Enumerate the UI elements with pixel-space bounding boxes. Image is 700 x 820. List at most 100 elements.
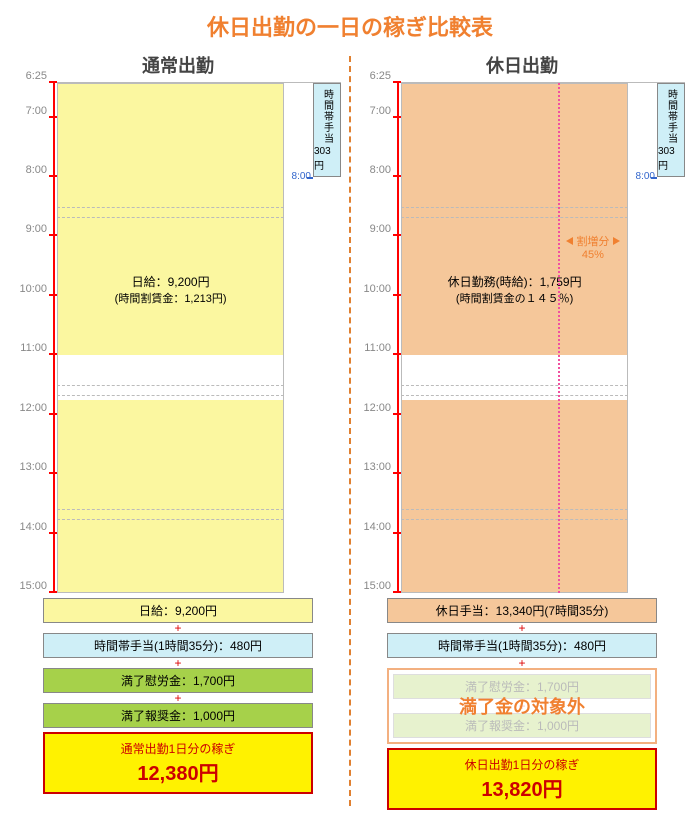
plus-icon: +: [387, 658, 657, 668]
summary-row: 時間帯手当(1時間35分)：480円: [43, 633, 313, 658]
tick-label: 10:00: [363, 283, 391, 295]
tick-mark: [393, 532, 401, 534]
total-label: 休日出勤1日分の稼ぎ: [395, 756, 649, 773]
tick-mark: [393, 294, 401, 296]
summary-row: 満了慰労金：1,700円: [43, 668, 313, 693]
allowance-tick: [651, 177, 657, 179]
page: 休日出勤の一日の稼ぎ比較表 通常出勤 6:25 7:00 8:00 9:00 10:00…: [0, 0, 700, 820]
tick-label: 13:00: [363, 461, 391, 473]
tick-label: 8:00: [370, 164, 391, 176]
dashed-line: [57, 509, 284, 510]
tick-mark: [49, 116, 57, 118]
left-column: 通常出勤 6:257:008:009:0010:0011:0012:0013:0…: [15, 52, 341, 810]
allowance-box: 時間帯手当303円: [313, 83, 341, 177]
tick-mark: [393, 116, 401, 118]
dashed-line: [401, 519, 628, 520]
tick-label: 13:00: [19, 461, 47, 473]
allowance-label: 時間帯手当: [664, 89, 679, 144]
tick-mark: [49, 175, 57, 177]
dashed-line: [57, 207, 284, 208]
allowance-amount: 303円: [658, 146, 684, 172]
total-label: 通常出勤1日分の稼ぎ: [51, 740, 305, 757]
left-summary: 日給：9,200円+時間帯手当(1時間35分)：480円+満了慰労金：1,700…: [43, 598, 313, 794]
tick-mark: [393, 234, 401, 236]
left-axis: 6:257:008:009:0010:0011:0012:0013:0014:0…: [15, 82, 55, 592]
main-block-line1: 休日勤務(時給)：1,759円: [402, 273, 627, 290]
tick-mark: [393, 81, 401, 83]
tick-mark: [49, 294, 57, 296]
tick-mark: [393, 413, 401, 415]
excluded-box: 満了慰労金：1,700円+満了報奨金：1,000円満了金の対象外: [387, 668, 657, 744]
dashed-line: [57, 217, 284, 218]
page-title: 休日出勤の一日の稼ぎ比較表: [15, 10, 685, 42]
tick-label: 14:00: [363, 521, 391, 533]
tick-mark: [49, 532, 57, 534]
tick-label: 6:25: [370, 70, 391, 82]
dashed-line: [57, 519, 284, 520]
left-chart-area: 日給：9,200円(時間割賃金：1,213円)時間帯手当303円8:00: [57, 82, 341, 592]
tick-label: 14:00: [19, 521, 47, 533]
premium-text-bottom: 45%: [582, 249, 604, 261]
right-column: 休日出勤 6:257:008:009:0010:0011:0012:0013:0…: [359, 52, 685, 810]
tick-label: 6:25: [26, 70, 47, 82]
main-block: 日給：9,200円(時間割賃金：1,213円): [57, 83, 284, 593]
total-amount: 12,380円: [51, 757, 305, 786]
tick-mark: [49, 413, 57, 415]
tick-label: 9:00: [370, 223, 391, 235]
plus-icon: +: [43, 623, 313, 633]
summary-row: 時間帯手当(1時間35分)：480円: [387, 633, 657, 658]
tick-mark: [393, 472, 401, 474]
tick-mark: [393, 175, 401, 177]
dashed-line: [57, 385, 284, 386]
tick-label: 11:00: [364, 342, 391, 354]
center-divider: [349, 56, 351, 806]
summary-row: 日給：9,200円: [43, 598, 313, 623]
premium-divider: [558, 83, 560, 593]
tick-label: 12:00: [19, 402, 47, 414]
summary-row: 休日手当：13,340円(7時間35分): [387, 598, 657, 623]
break-block: [401, 355, 628, 400]
tick-mark: [49, 234, 57, 236]
right-timeline: 6:257:008:009:0010:0011:0012:0013:0014:0…: [359, 82, 685, 592]
tick-label: 8:00: [26, 164, 47, 176]
premium-text-top: 割増分: [576, 236, 609, 248]
tick-mark: [49, 81, 57, 83]
total-row: 休日出勤1日分の稼ぎ13,820円: [387, 748, 657, 810]
plus-icon: +: [43, 658, 313, 668]
right-axis: 6:257:008:009:0010:0011:0012:0013:0014:0…: [359, 82, 399, 592]
triangle-left-icon: [566, 237, 573, 245]
main-block: 休日勤務(時給)：1,759円(時間割賃金の１４５％): [401, 83, 628, 593]
total-row: 通常出勤1日分の稼ぎ12,380円: [43, 732, 313, 794]
main-block-line1: 日給：9,200円: [58, 273, 283, 290]
left-header: 通常出勤: [15, 52, 341, 78]
summary-row: 満了報奨金：1,000円: [43, 703, 313, 728]
break-block: [57, 355, 284, 400]
main-block-line2: (時間割賃金：1,213円): [58, 290, 283, 306]
right-summary: 休日手当：13,340円(7時間35分)+時間帯手当(1時間35分)：480円+…: [387, 598, 657, 810]
tick-label: 7:00: [370, 105, 391, 117]
dashed-line: [401, 395, 628, 396]
dashed-line: [57, 395, 284, 396]
plus-icon: +: [43, 693, 313, 703]
tick-label: 7:00: [26, 105, 47, 117]
right-header: 休日出勤: [359, 52, 685, 78]
triangle-right-icon: [613, 237, 620, 245]
tick-label: 11:00: [20, 342, 47, 354]
tick-label: 15:00: [363, 580, 391, 592]
tick-label: 9:00: [26, 223, 47, 235]
dashed-line: [401, 385, 628, 386]
tick-mark: [393, 353, 401, 355]
right-chart-area: 休日勤務(時給)：1,759円(時間割賃金の１４５％)時間帯手当303円8:00…: [401, 82, 685, 592]
main-block-line2: (時間割賃金の１４５％): [402, 290, 627, 306]
dashed-line: [401, 217, 628, 218]
allowance-tick: [307, 177, 313, 179]
excluded-overlay: 満了金の対象外: [389, 670, 655, 742]
tick-label: 15:00: [19, 580, 47, 592]
dashed-line: [401, 509, 628, 510]
plus-icon: +: [387, 623, 657, 633]
left-timeline: 6:257:008:009:0010:0011:0012:0013:0014:0…: [15, 82, 341, 592]
premium-label: 割増分 45%: [558, 233, 629, 261]
total-amount: 13,820円: [395, 773, 649, 802]
tick-mark: [393, 591, 401, 593]
tick-mark: [49, 591, 57, 593]
